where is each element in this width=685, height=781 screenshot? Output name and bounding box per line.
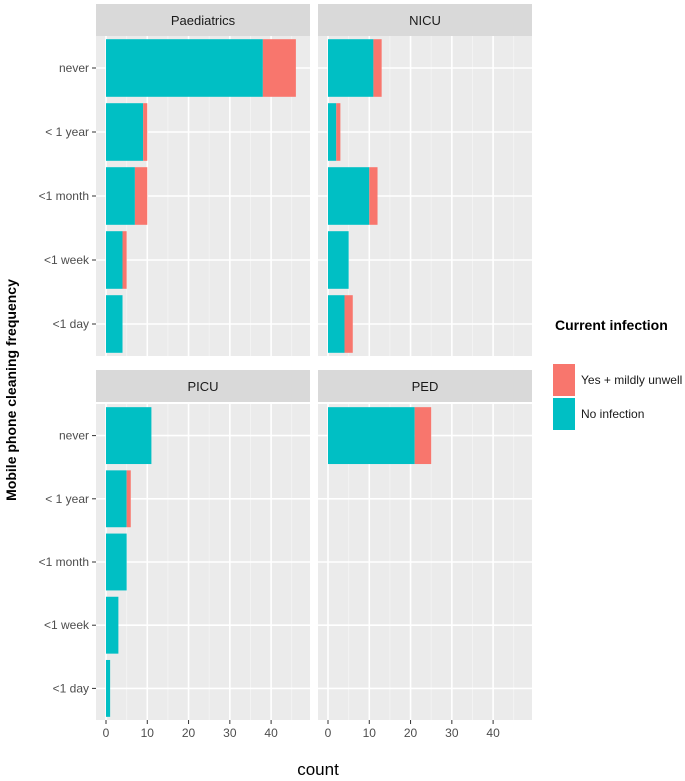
y-tick-label: <1 week	[44, 253, 90, 267]
y-tick-label: never	[59, 61, 89, 75]
bar-paediatrics-1-year-no-infection	[106, 103, 144, 161]
legend-title: Current infection	[555, 317, 668, 333]
legend-key-yes-mildly-unwell	[553, 364, 575, 396]
x-tick-label: 0	[325, 726, 332, 740]
y-tick-label: <1 month	[39, 189, 89, 203]
facet-title-picu: PICU	[187, 379, 218, 394]
facet-strip-nicu	[318, 4, 532, 36]
x-tick-label: 10	[141, 726, 155, 740]
bar-nicu-never-no-infection	[328, 39, 374, 97]
bar-paediatrics-1-month-no-infection	[106, 167, 135, 225]
bar-picu-1-year-no-infection	[106, 470, 127, 528]
y-axis-title: Mobile phone cleaning frequency	[3, 279, 19, 501]
bar-paediatrics-1-year-yes-mildly-unwell	[143, 103, 148, 161]
y-tick-label: < 1 year	[45, 492, 89, 506]
x-tick-label: 30	[445, 726, 459, 740]
bar-paediatrics-1-week-no-infection	[106, 231, 123, 289]
bar-nicu-1-year-no-infection	[328, 103, 337, 161]
bar-ped-never-yes-mildly-unwell	[414, 407, 432, 465]
bar-paediatrics-never-yes-mildly-unwell	[262, 39, 296, 97]
y-tick-label: <1 month	[39, 555, 89, 569]
x-tick-label: 0	[103, 726, 110, 740]
facet-title-nicu: NICU	[409, 13, 441, 28]
x-axis-title: count	[297, 760, 339, 779]
bar-picu-never-no-infection	[106, 407, 152, 465]
bar-paediatrics-1-week-yes-mildly-unwell	[122, 231, 127, 289]
legend-label-no-infection: No infection	[581, 407, 644, 421]
bar-picu-1-week-no-infection	[106, 596, 119, 654]
bar-picu-1-year-yes-mildly-unwell	[126, 470, 131, 528]
bar-paediatrics-never-no-infection	[106, 39, 263, 97]
y-tick-label: never	[59, 429, 89, 443]
bar-nicu-1-week-no-infection	[328, 231, 349, 289]
y-tick-label: < 1 year	[45, 125, 89, 139]
x-tick-label: 20	[404, 726, 418, 740]
bar-picu-1-day-no-infection	[106, 659, 111, 717]
bar-nicu-1-day-no-infection	[328, 295, 345, 353]
y-tick-label: <1 day	[53, 681, 89, 695]
bar-paediatrics-1-month-yes-mildly-unwell	[134, 167, 148, 225]
x-tick-label: 40	[486, 726, 500, 740]
legend-label-yes-mildly-unwell: Yes + mildly unwell	[581, 373, 682, 387]
facet-title-ped: PED	[412, 379, 439, 394]
facet-strip-picu	[96, 370, 310, 402]
bar-picu-1-month-no-infection	[106, 533, 127, 591]
y-tick-label: <1 week	[44, 618, 90, 632]
legend-key-no-infection	[553, 398, 575, 430]
facet-title-paediatrics: Paediatrics	[171, 13, 236, 28]
x-tick-label: 30	[223, 726, 237, 740]
bar-paediatrics-1-day-no-infection	[106, 295, 123, 353]
y-tick-label: <1 day	[53, 317, 89, 331]
bar-nicu-1-month-yes-mildly-unwell	[369, 167, 378, 225]
facet-strip-ped	[318, 370, 532, 402]
bar-nicu-1-month-no-infection	[328, 167, 370, 225]
bar-nicu-1-day-yes-mildly-unwell	[344, 295, 353, 353]
x-tick-label: 40	[264, 726, 278, 740]
bar-nicu-never-yes-mildly-unwell	[373, 39, 382, 97]
facet-strip-paediatrics	[96, 4, 310, 36]
x-tick-label: 20	[182, 726, 196, 740]
x-tick-label: 10	[363, 726, 377, 740]
bar-ped-never-no-infection	[328, 407, 415, 465]
bar-nicu-1-year-yes-mildly-unwell	[336, 103, 341, 161]
